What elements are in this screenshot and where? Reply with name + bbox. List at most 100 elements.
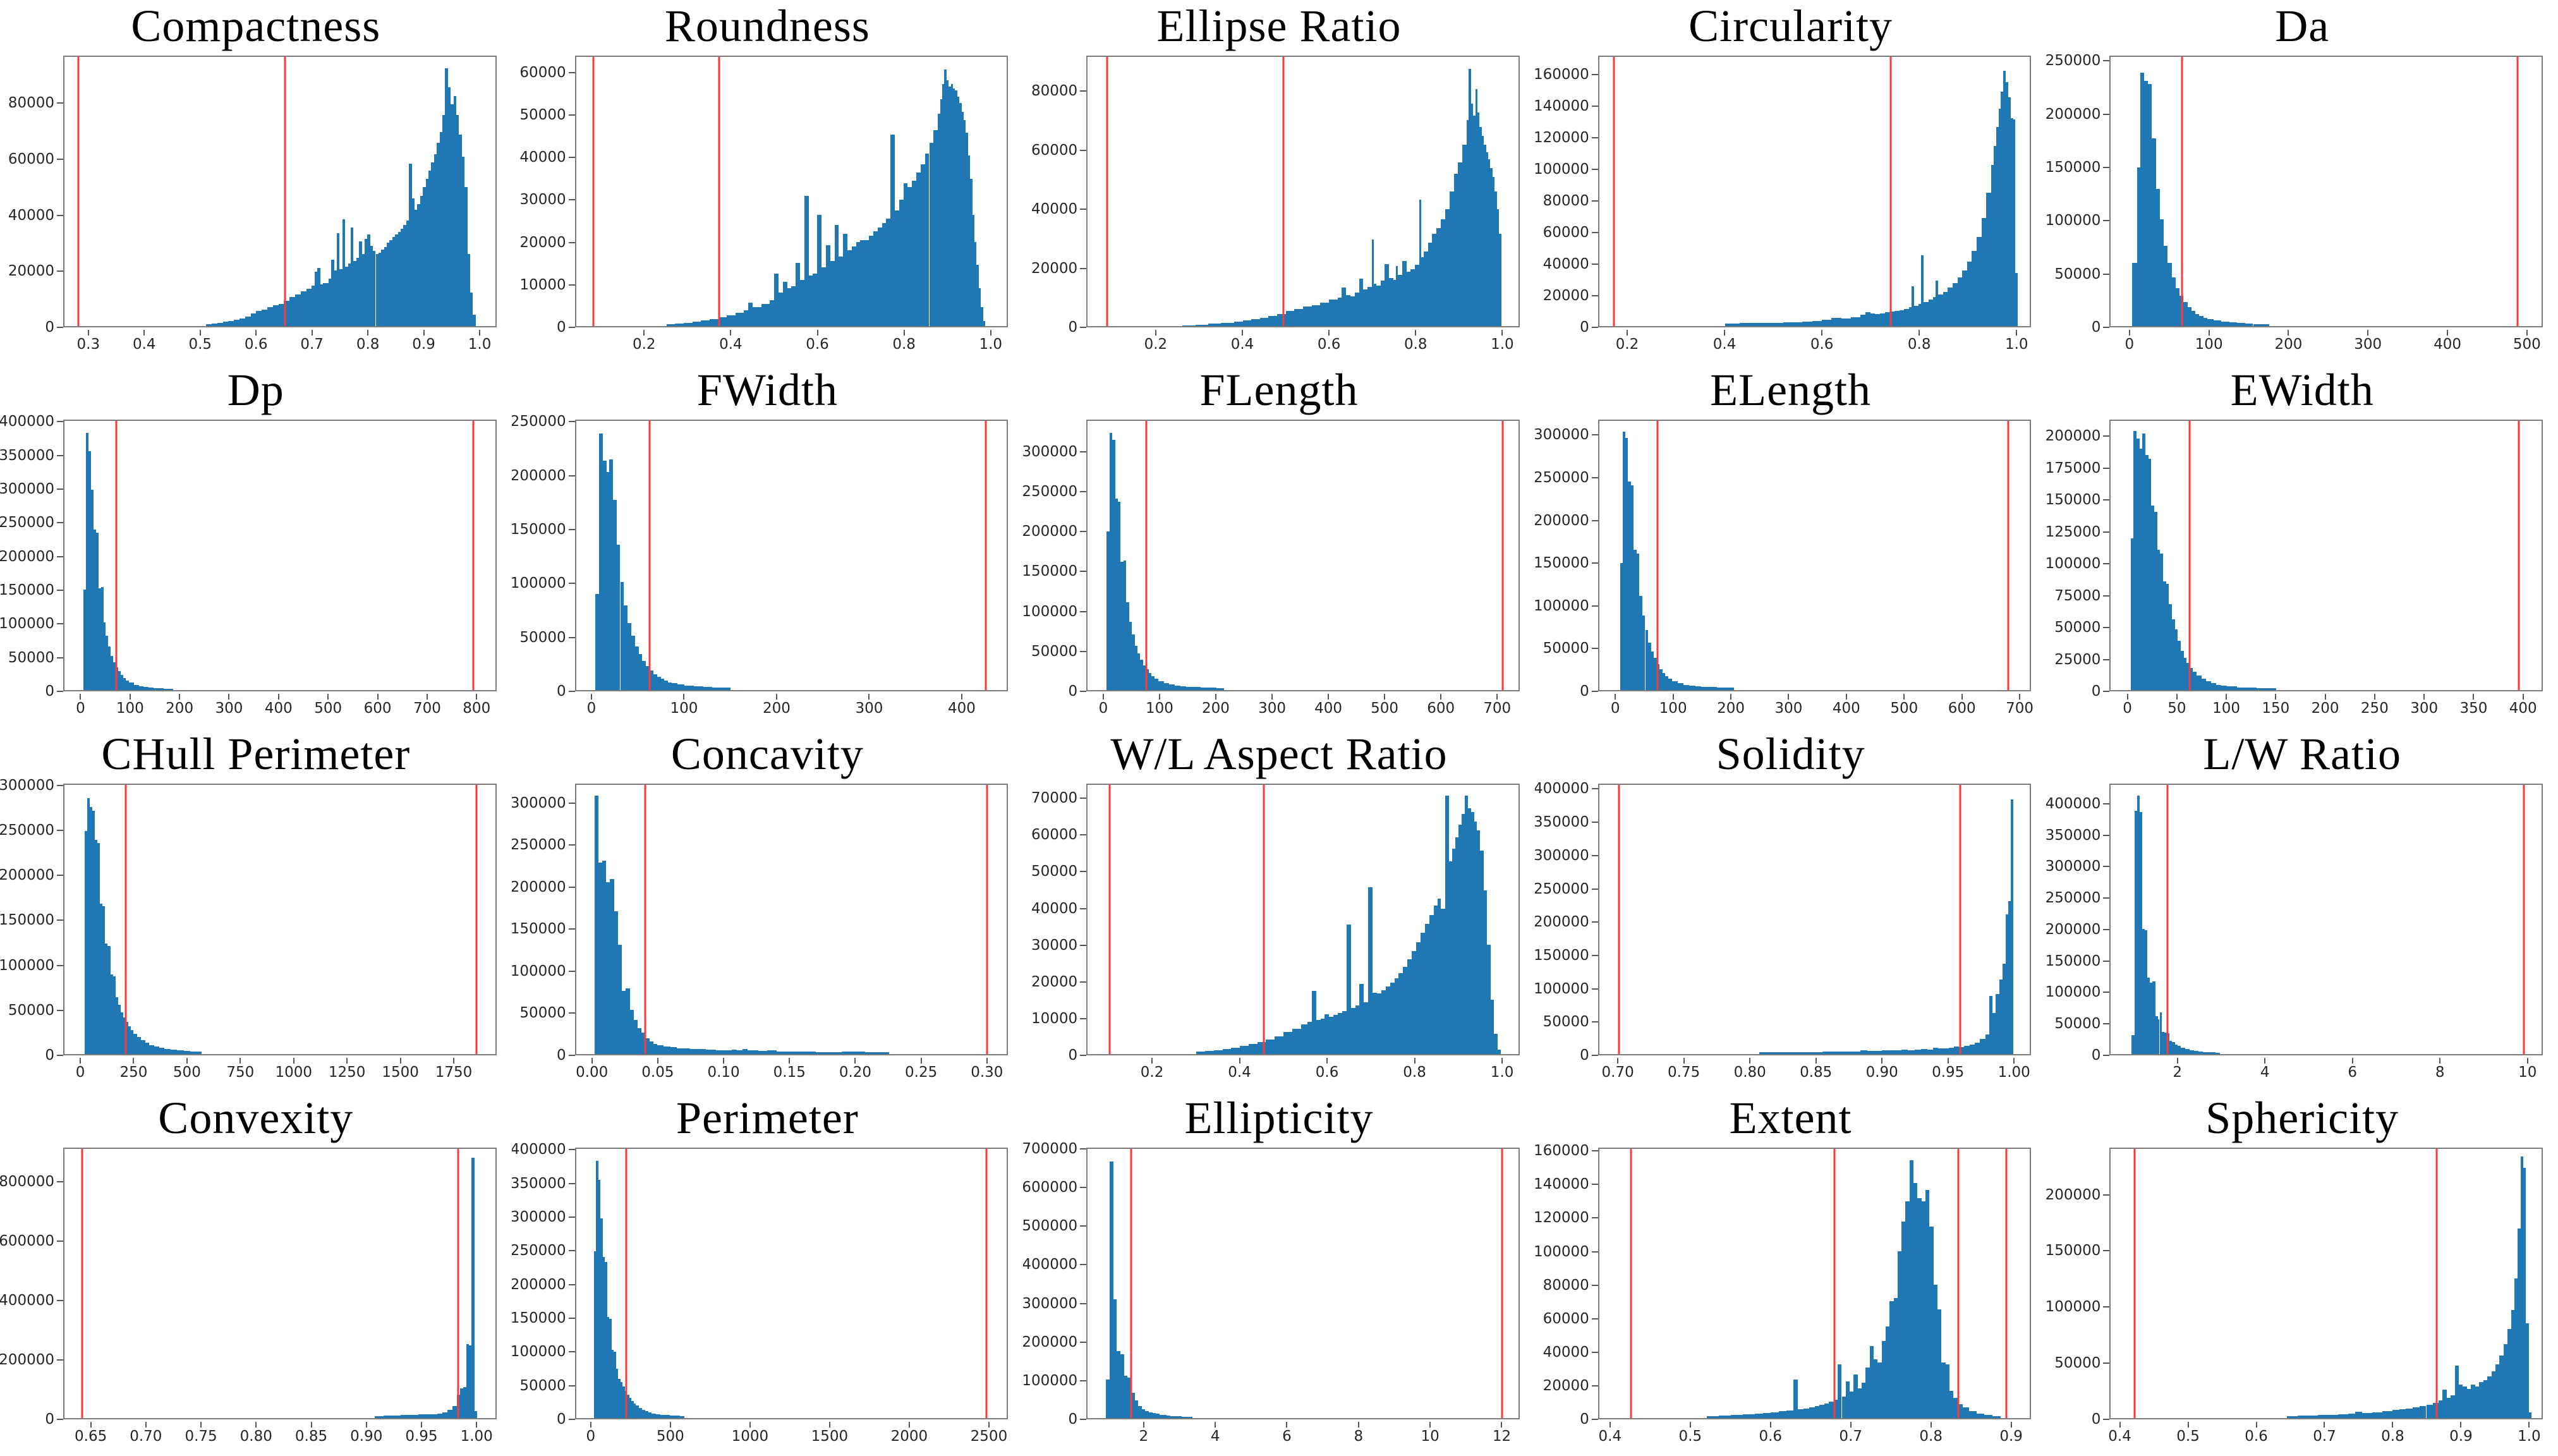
histogram-bar — [873, 231, 878, 326]
y-tick-label: 250000 — [2046, 890, 2101, 907]
x-tick-mark — [2016, 330, 2018, 336]
histogram-bar — [1484, 144, 1486, 326]
histogram-bar — [245, 316, 251, 326]
y-tick-label: 0 — [2091, 1047, 2101, 1064]
histogram-bar — [1759, 1052, 1770, 1054]
y-tick-label: 0 — [2091, 319, 2101, 336]
y-tick-mark — [1080, 981, 1087, 983]
histogram-bar — [272, 305, 279, 326]
histogram-bar — [1851, 317, 1861, 326]
histogram-bar — [2002, 963, 2006, 1054]
histogram-bar — [1803, 1408, 1809, 1418]
histogram-bar — [2134, 811, 2137, 1054]
histogram-bar — [1441, 219, 1445, 326]
histogram-bar — [95, 840, 98, 1054]
histogram-bar — [1106, 531, 1110, 690]
histogram-bar — [2137, 167, 2140, 326]
y-axis-tick-labels: 0 50000 100000 150000 200000 250000 300000 — [0, 777, 63, 1064]
histogram-bar — [428, 171, 432, 326]
histogram-bar — [1921, 1201, 1926, 1418]
histogram-bar — [1124, 1375, 1128, 1418]
histogram-bar — [1620, 563, 1623, 690]
histogram-bar — [1394, 978, 1399, 1054]
y-tick-mark — [1591, 854, 1598, 856]
histogram-bar — [2142, 434, 2145, 690]
y-tick-mark — [57, 623, 63, 625]
chart-title: Dp — [227, 364, 284, 415]
y-tick-mark — [568, 1250, 575, 1252]
x-tick-mark — [186, 1058, 188, 1064]
x-tick-mark — [133, 1058, 135, 1064]
histogram-bar — [111, 656, 114, 690]
y-tick-label: 50000 — [8, 1002, 54, 1019]
x-tick-label: 0.85 — [1800, 1064, 1833, 1081]
histogram-bar — [2157, 1019, 2160, 1054]
y-tick-label: 350000 — [0, 447, 54, 464]
plot-area — [1597, 56, 2032, 327]
y-tick-mark — [1591, 137, 1598, 138]
y-tick-label: 50000 — [519, 629, 566, 646]
histogram-bar — [1921, 255, 1924, 326]
histogram-bar — [668, 682, 672, 690]
y-tick-label: 100000 — [1534, 597, 1589, 614]
histogram-bar — [646, 665, 650, 690]
histogram-bar — [1870, 313, 1876, 326]
y-tick-mark — [568, 475, 575, 476]
histogram-bar — [611, 1350, 614, 1418]
histogram-bar — [1962, 270, 1967, 326]
histogram-bar — [2503, 1344, 2508, 1418]
histogram-bar — [1829, 1401, 1834, 1418]
x-tick-mark — [1242, 330, 1243, 336]
histogram-bar — [1134, 645, 1137, 690]
histogram-bar — [2139, 812, 2142, 1054]
x-tick-mark — [1724, 330, 1726, 336]
threshold-line — [2166, 785, 2169, 1054]
y-tick-label: 150000 — [0, 581, 54, 598]
histogram-bar — [1470, 104, 1474, 326]
y-tick-mark — [57, 875, 63, 877]
histogram-bar — [1967, 262, 1972, 326]
histogram-bar — [418, 1414, 425, 1418]
histogram-bar — [2327, 1414, 2338, 1418]
histogram-bar — [1801, 1052, 1812, 1054]
y-tick-mark — [57, 589, 63, 591]
histogram-bar — [1300, 1024, 1307, 1054]
histogram-bar — [1397, 274, 1402, 326]
x-tick-mark — [2176, 694, 2178, 700]
y-tick-mark — [2103, 273, 2110, 275]
histogram-bar — [976, 265, 979, 326]
y-tick-label: 150000 — [1534, 947, 1589, 964]
histogram-bar — [2013, 119, 2016, 326]
histogram-bar — [107, 946, 111, 1054]
threshold-line — [644, 785, 646, 1054]
histogram-bar — [2015, 272, 2018, 326]
x-tick-mark — [2367, 330, 2369, 336]
x-tick-mark — [1815, 1058, 1817, 1064]
histogram-bar — [839, 257, 844, 326]
histogram-bar — [2495, 1364, 2500, 1418]
histogram-bar — [1138, 1406, 1142, 1418]
chart-title: Perimeter — [676, 1092, 859, 1143]
x-tick-mark — [80, 1058, 82, 1064]
histogram-bar — [1642, 616, 1646, 690]
histogram-bar — [1977, 236, 1982, 326]
histogram-bar — [1195, 324, 1209, 326]
y-tick-label: 350000 — [2046, 827, 2101, 844]
histogram-panel-l-w-ratio: L/W Ratio 0 50000 100000 150000 200000 250000 3… — [2046, 728, 2558, 1092]
y-tick-label: 20000 — [1031, 260, 1078, 277]
histogram-bar — [2133, 431, 2137, 690]
histogram-bar — [778, 292, 783, 326]
histogram-bar — [1762, 1412, 1771, 1418]
histogram-bar — [2198, 1052, 2203, 1054]
histogram-bar — [886, 219, 891, 326]
histogram-bar — [1412, 951, 1416, 1054]
histogram-bar — [2211, 683, 2216, 690]
histogram-bar — [1630, 485, 1634, 690]
histogram-bar — [1213, 1050, 1223, 1054]
histogram-bar — [98, 588, 101, 690]
histogram-bar — [1812, 1052, 1823, 1054]
plot-row: 0 50000 100000 150000 200000 250000 — [512, 413, 1024, 700]
histogram-bar — [1904, 308, 1909, 326]
histogram-bar — [154, 1046, 159, 1054]
histogram-bar — [1173, 1416, 1178, 1418]
